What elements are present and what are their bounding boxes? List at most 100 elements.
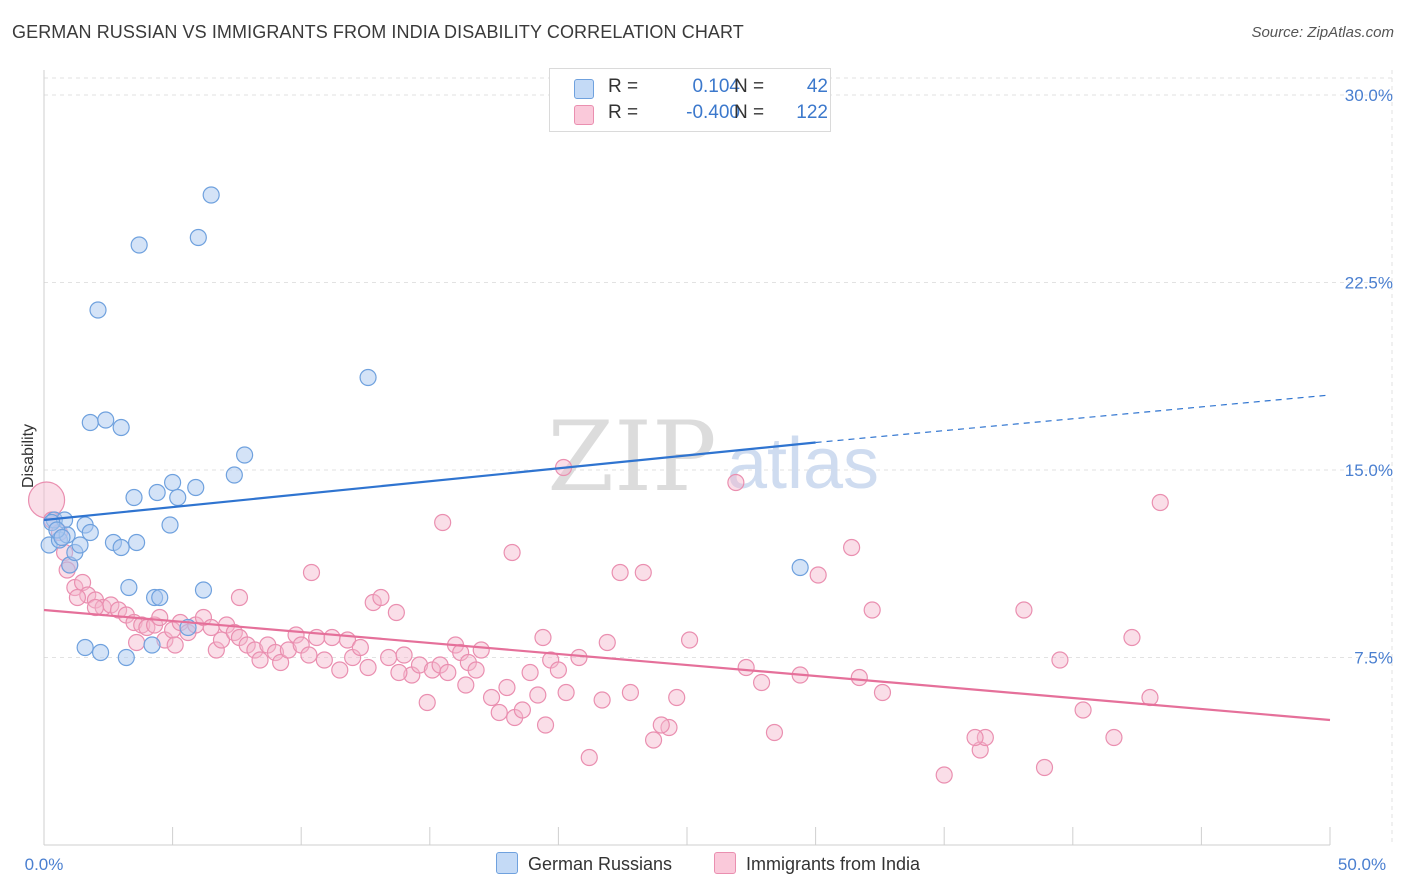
india-point — [809, 566, 827, 584]
india-point — [549, 661, 568, 679]
german-russian-point — [202, 186, 220, 204]
india-point — [1074, 701, 1092, 719]
india-point — [521, 663, 539, 682]
india-point — [467, 661, 485, 679]
german-russian-point — [187, 478, 205, 497]
india-point — [266, 643, 285, 662]
german-russian-point — [120, 578, 138, 597]
india-point — [151, 608, 169, 627]
india-point — [534, 628, 552, 647]
german-russians-points — [40, 186, 809, 667]
german-russian-point — [71, 536, 89, 554]
legend-r-value: -0.400 — [686, 102, 740, 123]
german-russian-point — [359, 368, 377, 387]
india-point — [331, 661, 349, 679]
tick-labels: 7.5% 15.0% 22.5% 30.0% 0.0% 50.0% — [25, 86, 1393, 874]
bottom-legend-label: German Russians — [528, 854, 673, 874]
german-russian-point — [125, 488, 143, 507]
india-point — [873, 683, 892, 702]
bottom-legend-label: Immigrants from India — [746, 854, 921, 874]
german-russian-point — [791, 558, 809, 577]
german-russian-point — [112, 418, 130, 437]
immigrants-trend-line — [43, 608, 1331, 722]
india-point — [279, 641, 297, 659]
india-point — [225, 623, 243, 642]
india-point — [359, 658, 377, 677]
india-point — [593, 691, 611, 709]
bottom-legend-swatch-pink — [714, 852, 736, 874]
india-point — [1035, 758, 1054, 777]
india-point — [598, 633, 616, 652]
india-point — [737, 658, 755, 677]
india-point — [380, 648, 398, 667]
source-label: Source: ZipAtlas.com — [1251, 24, 1394, 41]
y-axis-label: Disability — [20, 424, 37, 488]
india-point — [570, 648, 588, 667]
india-point — [127, 633, 146, 652]
legend-n-value: 122 — [796, 102, 828, 123]
india-point — [529, 686, 547, 704]
bottom-legend-immigrants-from-india: Immigrants from India — [714, 852, 920, 875]
india-point — [1015, 601, 1033, 619]
india-point — [323, 628, 341, 647]
german-russian-point — [112, 538, 130, 557]
india-point — [315, 651, 333, 669]
india-point — [652, 716, 670, 734]
german-russian-point — [189, 228, 207, 247]
india-point — [166, 636, 184, 654]
german-russian-point — [76, 638, 94, 657]
german-russians-trend-extension — [815, 394, 1331, 444]
india-point — [503, 543, 521, 562]
german-russian-point — [236, 446, 254, 464]
gridlines — [44, 70, 1393, 845]
y-tick-label: 30.0% — [1345, 86, 1393, 105]
india-point — [752, 673, 771, 692]
india-point — [621, 683, 640, 702]
india-point — [230, 588, 249, 607]
axes — [43, 70, 1331, 846]
chart-title: GERMAN RUSSIAN VS IMMIGRANTS FROM INDIA … — [12, 22, 744, 42]
legend-n-label: N = — [734, 76, 765, 97]
german-russian-point — [194, 581, 213, 599]
german-russian-point — [91, 643, 110, 662]
india-point — [68, 588, 87, 607]
legend-r-value: 0.104 — [692, 76, 740, 97]
german-russian-point — [164, 473, 182, 492]
legend-swatch-blue — [574, 79, 594, 99]
watermark-zip: ZIP — [547, 401, 716, 513]
german-russian-point — [117, 648, 135, 667]
india-point — [843, 538, 861, 557]
india-point — [1105, 728, 1123, 747]
india-point — [387, 603, 405, 622]
india-point — [498, 678, 516, 697]
german-russian-point — [127, 533, 146, 552]
india-point — [611, 563, 629, 582]
india-point — [272, 653, 290, 672]
india-point — [634, 563, 652, 582]
watermark-atlas: atlas — [727, 424, 879, 504]
india-point — [668, 688, 686, 707]
legend-r-label: R = — [608, 76, 639, 97]
y-tick-label: 15.0% — [1345, 461, 1393, 480]
x-tick-label-max: 50.0% — [1338, 855, 1386, 874]
german-russian-point — [143, 636, 161, 654]
legend-r-label: R = — [608, 102, 639, 123]
india-point — [246, 641, 264, 659]
india-point — [580, 748, 598, 767]
legend-swatch-pink — [574, 105, 594, 125]
india-point — [390, 663, 408, 682]
y-tick-label: 7.5% — [1354, 649, 1393, 668]
correlation-legend: R = 0.104 N = 42 R = -0.400 N = 122 — [549, 68, 831, 132]
bottom-legend-swatch-blue — [496, 852, 518, 874]
india-point — [434, 513, 452, 532]
german-russian-point — [97, 411, 115, 429]
german-russian-point — [151, 588, 169, 607]
india-point — [457, 676, 475, 694]
german-russian-point — [148, 483, 166, 502]
india-point — [351, 638, 369, 657]
german-russian-point — [53, 528, 71, 547]
india-point — [482, 688, 501, 707]
watermark: ZIP atlas — [547, 401, 879, 513]
india-point — [850, 668, 868, 687]
india-point — [513, 701, 531, 719]
